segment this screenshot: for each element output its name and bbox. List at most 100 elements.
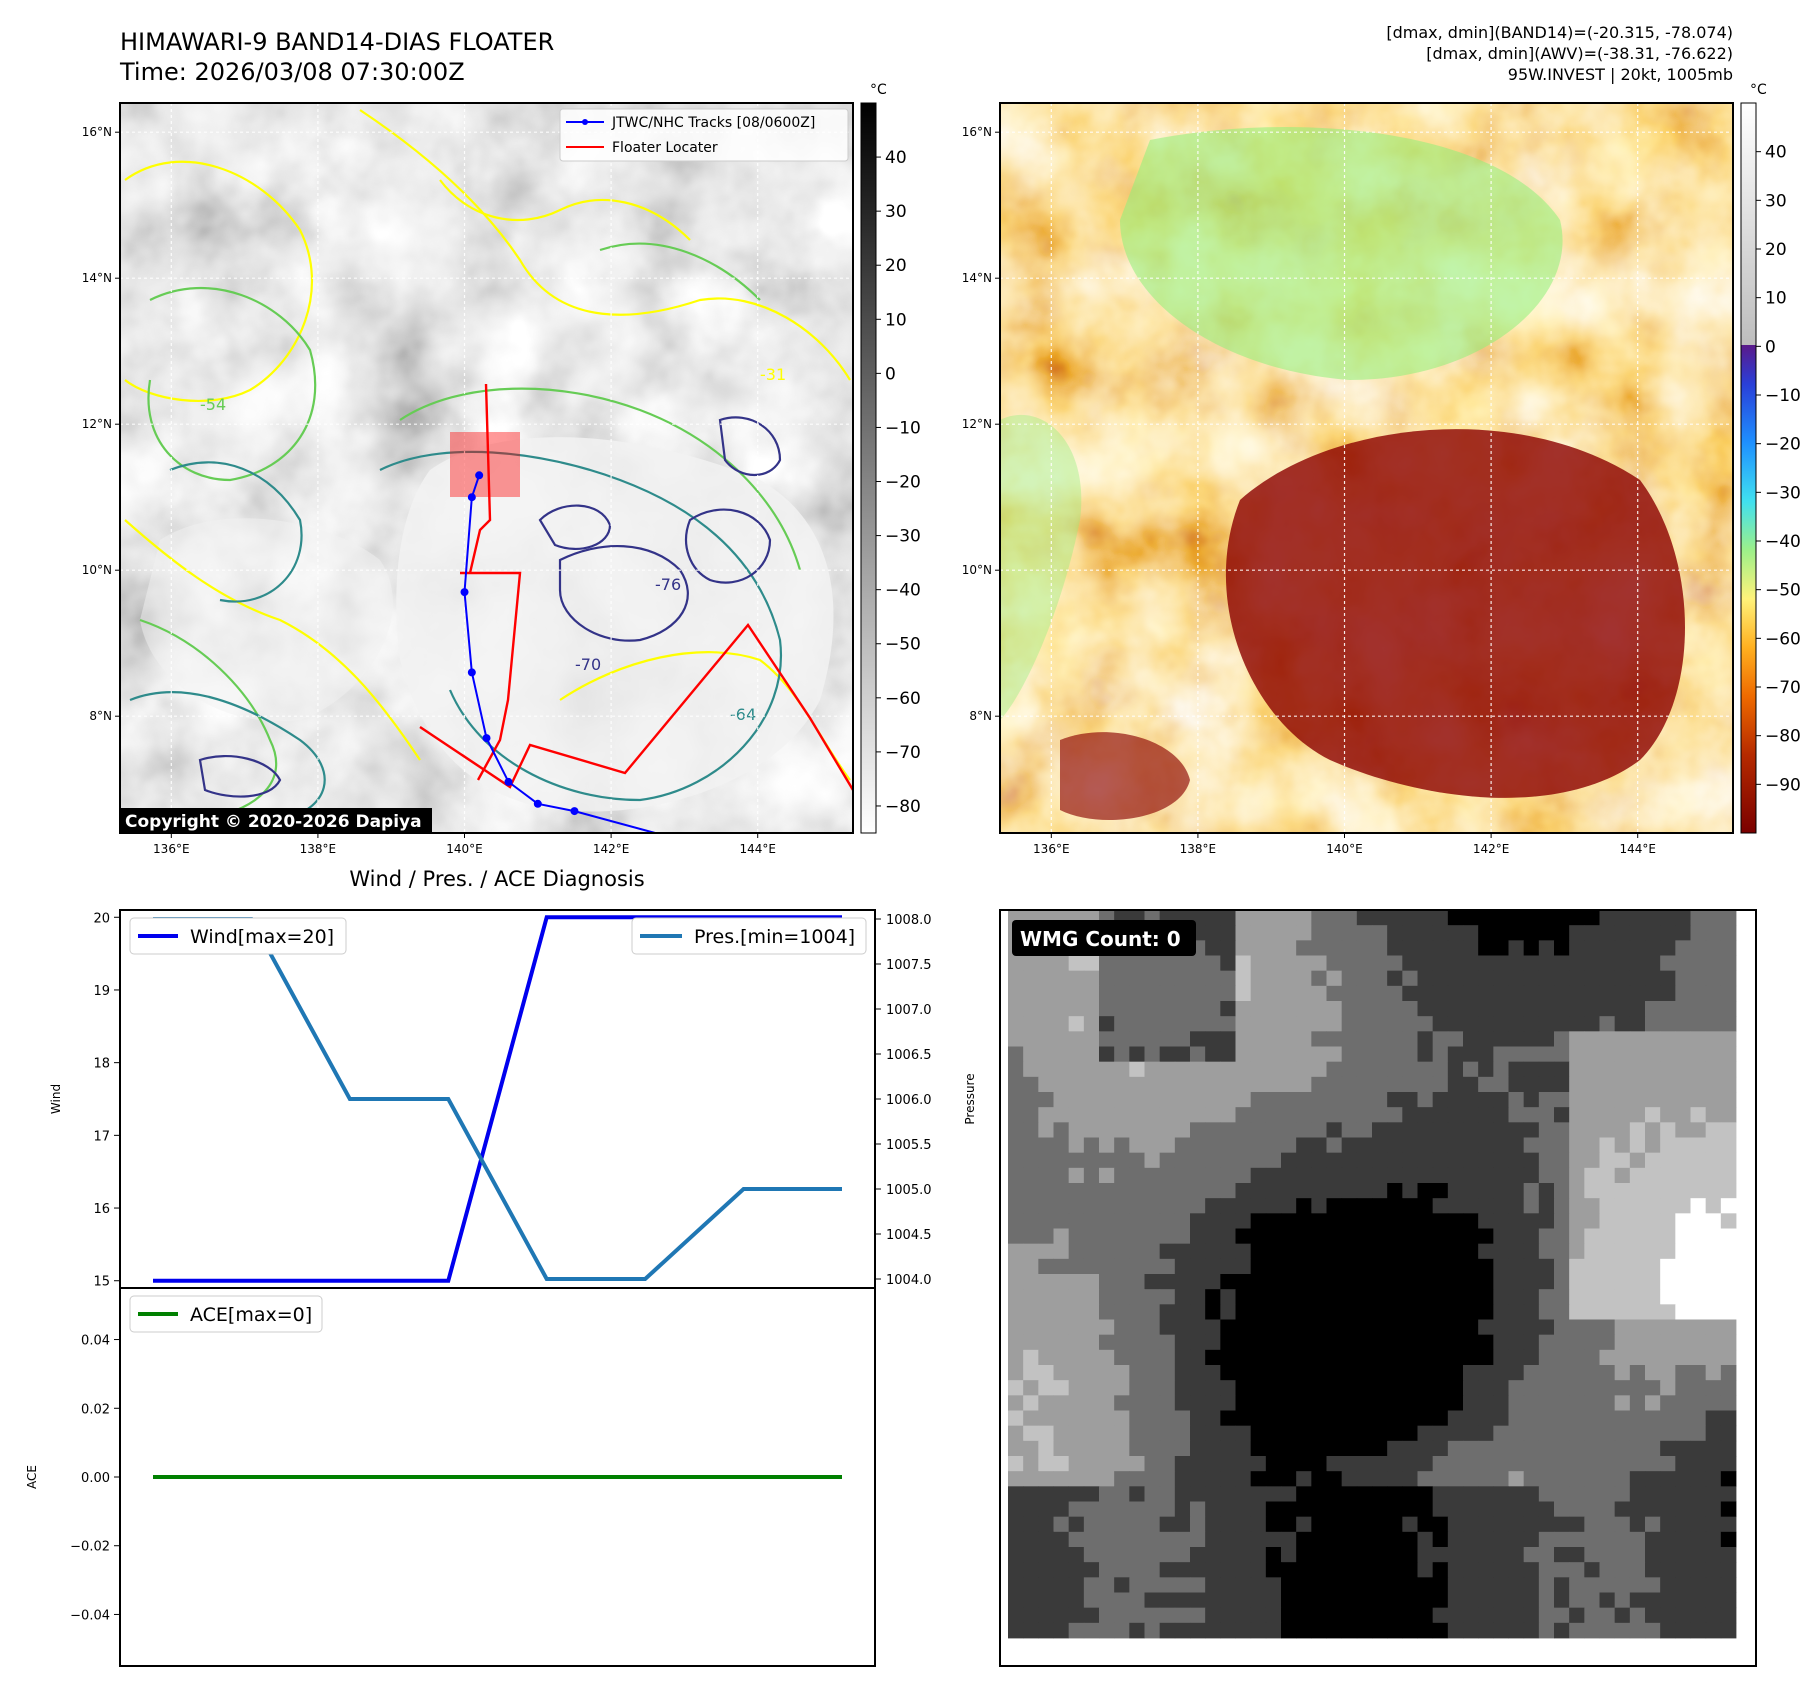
wmg-cell (1144, 1137, 1161, 1154)
figure-title: HIMAWARI-9 BAND14-DIAS FLOATER (120, 28, 554, 56)
wmg-cell (1387, 1577, 1403, 1593)
wmg-cell (1584, 1076, 1600, 1093)
wmg-cell (1554, 1228, 1570, 1245)
wmg-cell (1523, 1425, 1540, 1442)
wmg-cell (1447, 1592, 1464, 1609)
wmg-cell (1675, 970, 1691, 987)
wmg-cell (1114, 1486, 1130, 1502)
wmg-cell (1083, 1622, 1100, 1639)
wmg-cell (1008, 1183, 1024, 1199)
wmg-cell (1220, 1592, 1236, 1609)
wmg-cell (1432, 1334, 1449, 1351)
wmg-cell (1660, 985, 1676, 1002)
wmg-cell (1265, 1425, 1282, 1442)
wmg-cell (1099, 1607, 1115, 1624)
wmg-cell (1660, 1183, 1676, 1199)
wmg-cell (1493, 1152, 1509, 1169)
wmg-cell (1250, 1213, 1267, 1229)
wmg-cell (1705, 1562, 1722, 1578)
wmg-cell (1493, 1622, 1509, 1639)
wmg-cell (1008, 985, 1024, 1002)
wmg-cell (1129, 1349, 1145, 1366)
wmg-cell (1356, 1471, 1373, 1487)
wmg-cell (1493, 1440, 1509, 1457)
wmg-cell (1099, 1456, 1115, 1472)
wmg-cell (1645, 1380, 1661, 1396)
wmg-cell (1569, 1349, 1585, 1366)
wmg-cell (1083, 1122, 1100, 1138)
lat-tick-label: 10°N (962, 563, 992, 577)
wmg-cell (1614, 910, 1631, 926)
wmg-cell (1038, 955, 1054, 972)
wmg-cell (1174, 1562, 1191, 1578)
wmg-cell (1645, 1516, 1661, 1533)
awv-map-panel: 136°E 138°E 140°E 142°E 144°E16°N14°N12°N10°… (962, 82, 1801, 856)
wmg-cell (1174, 1092, 1191, 1108)
wmg-cell (1629, 1031, 1646, 1047)
wmg-cell (1190, 1531, 1206, 1548)
wmg-cell (1645, 1456, 1661, 1472)
wmg-cell (1083, 1076, 1100, 1093)
wmg-cell (1569, 970, 1585, 987)
wmg-cell (1599, 985, 1616, 1002)
wmg-cell (1114, 1031, 1130, 1047)
wmg-cell (1159, 1061, 1176, 1078)
wmg-cell (1432, 1061, 1449, 1078)
wmg-cell (1250, 1274, 1267, 1290)
wmg-cell (1311, 910, 1327, 926)
wmg-cell (1554, 1289, 1570, 1305)
wmg-cell (1129, 1016, 1145, 1032)
wmg-cell (1447, 1425, 1464, 1442)
wmg-cell (1508, 1395, 1525, 1411)
wmg-cell (1690, 925, 1707, 941)
wmg-cell (1265, 1016, 1282, 1032)
wmg-cell (1159, 1456, 1176, 1472)
wmg-cell (1038, 1198, 1054, 1214)
wmg-cell (1220, 1107, 1236, 1123)
wmg-count-label: WMG Count: 0 (1020, 927, 1181, 951)
wmg-cell (1159, 1562, 1176, 1578)
wmg-cell (1099, 1198, 1115, 1214)
wmg-cell (1008, 1456, 1024, 1472)
wmg-cell (1023, 1471, 1039, 1487)
wmg-cell (1447, 1562, 1464, 1578)
wmg-cell (1720, 1304, 1737, 1320)
wmg-cell (1675, 1440, 1691, 1457)
wmg-cell (1372, 1456, 1388, 1472)
wmg-cell (1129, 1607, 1145, 1624)
wmg-cell (1584, 1243, 1600, 1260)
wmg-cell (1569, 1547, 1585, 1563)
wmg-cell (1068, 1562, 1085, 1578)
wmg-cell (1629, 1228, 1646, 1245)
wmg-cell (1447, 1076, 1464, 1093)
wmg-cell (1538, 1274, 1555, 1290)
wmg-cell (1417, 1228, 1434, 1245)
wmg-cell (1144, 1152, 1161, 1169)
wmg-cell (1493, 1562, 1509, 1578)
wmg-cell (1402, 1501, 1418, 1518)
wmg-cell (1720, 1607, 1737, 1624)
colorbar-tick-label: −10 (885, 418, 921, 438)
wmg-cell (1523, 1228, 1540, 1245)
wmg-cell (1660, 1395, 1676, 1411)
wmg-cell (1144, 1046, 1161, 1063)
wmg-cell (1220, 1547, 1236, 1563)
wmg-cell (1554, 1122, 1570, 1138)
contour-line (129, 691, 326, 822)
wmg-cell (1447, 1107, 1464, 1123)
wmg-cell (1265, 1577, 1282, 1593)
wmg-cell (1190, 1213, 1206, 1229)
wmg-cell (1554, 1243, 1570, 1260)
wmg-cell (1099, 1516, 1115, 1533)
wmg-cell (1372, 1061, 1388, 1078)
wmg-cell (1402, 1622, 1418, 1639)
wmg-cell (1720, 1531, 1737, 1548)
wmg-cell (1311, 1198, 1327, 1214)
wmg-cell (1205, 970, 1221, 987)
wmg-cell (1099, 1577, 1115, 1593)
pressure-tick-label: 1004.0 (886, 1273, 932, 1288)
wmg-cell (1129, 985, 1145, 1002)
wmg-cell (1296, 1183, 1312, 1199)
wmg-cell (1250, 1001, 1267, 1017)
